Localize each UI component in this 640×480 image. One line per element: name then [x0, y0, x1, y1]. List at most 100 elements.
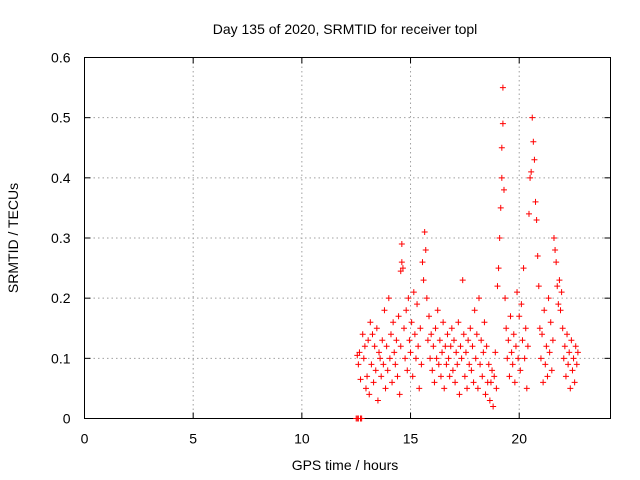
data-point: [424, 337, 431, 344]
data-point: [398, 259, 405, 266]
data-point: [432, 325, 439, 332]
data-point: [567, 385, 574, 392]
data-point: [440, 319, 447, 326]
data-point: [509, 361, 516, 368]
data-point: [529, 114, 536, 121]
grid: [84, 57, 611, 419]
data-point: [469, 343, 476, 350]
data-point: [419, 259, 426, 266]
data-point: [528, 168, 535, 175]
data-point: [559, 325, 566, 332]
data-point: [561, 343, 568, 350]
data-point: [457, 343, 464, 350]
data-point: [397, 268, 404, 275]
data-point: [499, 84, 506, 91]
data-point: [512, 343, 519, 350]
x-tick-label: 0: [81, 431, 89, 447]
data-point: [372, 367, 379, 374]
data-point: [356, 349, 363, 356]
data-point: [359, 331, 366, 338]
data-point: [557, 307, 564, 314]
x-tick-labels: 0 5 10 15 20: [81, 431, 528, 447]
x-tick-label: 15: [403, 431, 419, 447]
data-point: [370, 379, 377, 386]
data-point: [368, 361, 375, 368]
data-point: [556, 277, 563, 284]
data-point: [406, 337, 413, 344]
data-point: [387, 331, 394, 338]
y-tick-label: 0.5: [51, 110, 71, 126]
data-point: [418, 361, 425, 368]
data-point: [520, 265, 527, 272]
data-point: [558, 289, 565, 296]
y-tick-label: 0: [63, 411, 71, 427]
data-point: [430, 343, 437, 350]
data-point: [458, 355, 465, 362]
data-point: [560, 355, 567, 362]
data-point: [467, 325, 474, 332]
data-point: [524, 343, 531, 350]
data-point: [502, 295, 509, 302]
data-point: [452, 379, 459, 386]
data-point: [483, 343, 490, 350]
data-point: [470, 379, 477, 386]
data-point: [534, 253, 541, 260]
data-point: [429, 367, 436, 374]
data-point: [478, 337, 485, 344]
data-point: [462, 349, 469, 356]
data-point: [358, 415, 365, 422]
data-point: [496, 235, 503, 241]
data-point: [505, 337, 512, 344]
y-tick-label: 0.3: [51, 230, 71, 246]
data-point: [517, 367, 524, 374]
data-point: [535, 283, 542, 290]
data-point: [486, 397, 493, 404]
data-point: [394, 373, 401, 380]
data-point: [531, 156, 538, 163]
y-tick-label: 0.4: [51, 170, 71, 186]
data-point: [461, 373, 468, 380]
data-point: [521, 355, 528, 362]
data-point: [448, 325, 455, 332]
data-point: [516, 313, 523, 320]
data-point: [492, 349, 499, 356]
data-point: [495, 265, 502, 272]
data-point: [403, 307, 410, 314]
data-point: [480, 349, 487, 356]
data-point: [389, 379, 396, 386]
data-point: [441, 385, 448, 392]
data-point: [500, 186, 507, 193]
data-point: [508, 349, 515, 356]
y-tick-labels: 0 0.1 0.2 0.3 0.4 0.5 0.6: [51, 50, 71, 427]
x-axis-label: GPS time / hours: [292, 457, 399, 473]
data-point: [548, 367, 555, 374]
chart-title: Day 135 of 2020, SRMTID for receiver top…: [213, 21, 478, 37]
data-point: [523, 385, 530, 392]
data-point: [573, 361, 580, 368]
data-point: [376, 349, 383, 356]
data-point: [414, 301, 421, 308]
data-point: [373, 325, 380, 332]
data-point: [570, 355, 577, 362]
data-point: [555, 301, 562, 308]
data-point: [487, 379, 494, 386]
data-point: [533, 216, 540, 223]
data-point: [381, 307, 388, 314]
data-point: [443, 361, 450, 368]
data-point: [362, 385, 369, 392]
data-point: [445, 355, 452, 362]
data-point: [503, 325, 510, 332]
data-point: [536, 325, 543, 332]
data-point: [453, 349, 460, 356]
data-point: [454, 361, 461, 368]
data-point: [390, 319, 397, 326]
data-point: [385, 295, 392, 302]
data-point: [431, 379, 438, 386]
data-point: [565, 361, 572, 368]
data-point: [451, 337, 458, 344]
data-point: [530, 138, 537, 145]
data-point: [422, 247, 429, 254]
data-point: [446, 373, 453, 380]
data-point: [472, 355, 479, 362]
